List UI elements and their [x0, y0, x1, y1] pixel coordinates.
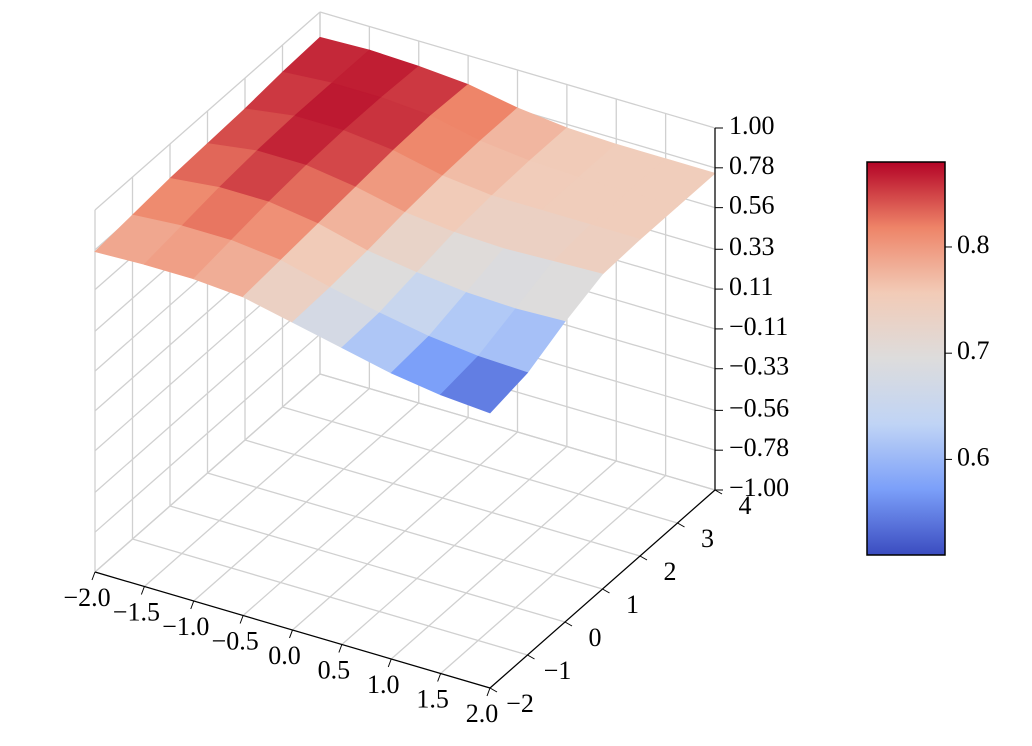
colorbar-tick-label: 0.8 — [957, 230, 990, 259]
grid-line — [319, 11, 716, 129]
grid-line — [94, 373, 321, 573]
y-tick — [602, 588, 610, 594]
grid-line — [282, 406, 678, 524]
grid-line — [94, 293, 321, 493]
z-tick-label: −0.78 — [729, 433, 789, 462]
x-tick — [140, 586, 145, 595]
x-tick — [289, 629, 293, 639]
y-tick — [639, 555, 648, 561]
x-tick — [338, 644, 343, 653]
y-tick — [677, 522, 685, 528]
z-tick-label: 0.56 — [729, 191, 775, 220]
y-tick-label: 1 — [626, 590, 639, 619]
z-tick-label: 1.00 — [729, 111, 775, 140]
x-tick — [239, 615, 244, 624]
x-tick-label: 0.0 — [268, 641, 301, 670]
z-tick-label: −0.56 — [729, 393, 789, 422]
x-tick-label: −1.5 — [113, 597, 160, 626]
y-tick-label: 3 — [701, 524, 714, 553]
x-tick — [190, 600, 195, 610]
grid-line — [169, 505, 566, 623]
z-tick-label: 0.33 — [729, 232, 775, 261]
y-tick-label: −2 — [506, 689, 534, 718]
z-tick-label: −1.00 — [729, 473, 789, 502]
z-tick-label: 0.78 — [729, 151, 775, 180]
x-tick-label: 1.5 — [416, 684, 449, 713]
surface-patch — [439, 355, 529, 414]
grid-line — [94, 11, 321, 211]
y-tick-label: −1 — [544, 656, 572, 685]
z-tick-label: −0.11 — [729, 312, 788, 341]
grid-line — [94, 333, 321, 533]
grid-line — [132, 538, 528, 656]
x-tick-label: −0.5 — [212, 626, 259, 655]
x-tick-label: 0.5 — [318, 655, 351, 684]
y-tick — [489, 687, 498, 693]
grid-line — [244, 439, 641, 557]
x-tick — [387, 658, 392, 668]
axes: −2.0 −1.5 −1.0 −0.5 0.0 0.5 1.0 1.5 2.0 −2 −1 01234… — [63, 111, 789, 728]
z-tick-label: −0.33 — [729, 352, 789, 381]
y-tick-label: 2 — [664, 557, 677, 586]
x-tick-label: −1.0 — [162, 612, 209, 641]
colorbar: 0.6 0.7 0.8 — [866, 161, 990, 556]
colorbar-tick-label: 0.7 — [957, 336, 990, 365]
x-tick-label: 2.0 — [466, 699, 499, 728]
grid-line — [207, 472, 603, 590]
y-tick-label: 0 — [589, 623, 602, 652]
x-tick-label: 1.0 — [367, 670, 400, 699]
x-tick — [91, 571, 96, 581]
x-tick-label: −2.0 — [63, 583, 110, 612]
y-tick — [564, 621, 573, 627]
x-tick — [437, 673, 442, 682]
x-tick — [486, 687, 491, 697]
colorbar-tick-label: 0.6 — [957, 442, 990, 471]
colorbar-fill — [866, 161, 946, 556]
y-tick — [714, 489, 723, 495]
y-tick — [527, 654, 535, 660]
grid-line — [319, 373, 716, 491]
z-tick-label: 0.11 — [729, 272, 774, 301]
y-tick-label: 4 — [739, 491, 752, 520]
surface — [94, 36, 716, 414]
